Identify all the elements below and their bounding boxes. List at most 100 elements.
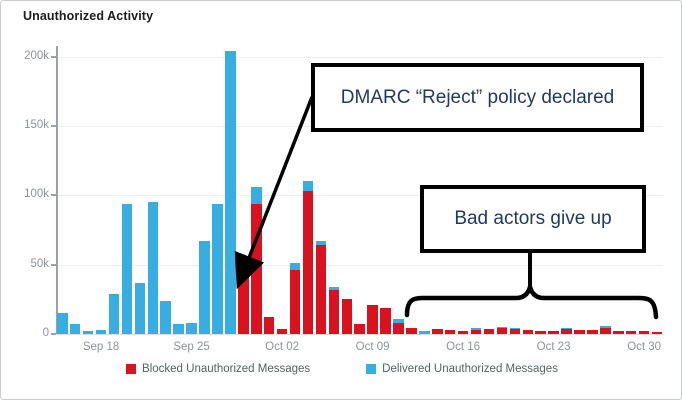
x-axis-label: Sep 25 bbox=[173, 341, 210, 353]
bar-oct-30 bbox=[638, 331, 650, 334]
delivered-segment bbox=[186, 322, 197, 334]
blocked-segment bbox=[354, 324, 365, 334]
bar-oct-08 bbox=[354, 324, 365, 334]
bar-oct-01 bbox=[263, 317, 275, 334]
gridline bbox=[56, 56, 663, 58]
delivered-segment bbox=[328, 286, 340, 290]
y-axis-line bbox=[56, 46, 58, 334]
bar-oct-15 bbox=[444, 329, 456, 334]
y-axis-label: 200k bbox=[24, 49, 49, 62]
bar-sep-19 bbox=[108, 293, 120, 334]
blocked-segment bbox=[574, 329, 585, 334]
delivered-segment bbox=[289, 263, 301, 271]
annotation-bad-actors-box: Bad actors give up bbox=[420, 185, 646, 253]
blocked-segment bbox=[561, 329, 572, 334]
legend-item-delivered[interactable]: Delivered Unauthorized Messages bbox=[366, 363, 558, 375]
delivered-segment bbox=[470, 328, 482, 330]
delivered-segment bbox=[147, 202, 159, 334]
y-axis-tick bbox=[51, 194, 56, 197]
y-axis-tick bbox=[51, 55, 56, 58]
bar-oct-05 bbox=[315, 241, 327, 334]
blocked-segment bbox=[600, 327, 611, 334]
blocked-segment bbox=[393, 322, 404, 334]
blocked-segment bbox=[444, 329, 456, 334]
blocked-segment bbox=[613, 330, 624, 334]
delivered-segment bbox=[509, 327, 521, 330]
gridline bbox=[56, 264, 663, 266]
legend-label-blocked: Blocked Unauthorized Messages bbox=[142, 363, 311, 375]
bar-oct-12 bbox=[406, 327, 417, 334]
annotation-dmarc-box: DMARC “Reject” policy declared bbox=[311, 63, 644, 132]
blocked-segment bbox=[302, 191, 314, 334]
bar-oct-25 bbox=[574, 329, 585, 334]
legend-label-delivered: Delivered Unauthorized Messages bbox=[382, 363, 558, 375]
blocked-segment bbox=[625, 331, 637, 334]
y-axis-tick bbox=[51, 125, 56, 128]
blocked-segment bbox=[328, 289, 340, 334]
blocked-segment bbox=[238, 277, 249, 334]
bar-oct-20 bbox=[509, 327, 521, 334]
delivered-series-swatch bbox=[366, 364, 377, 374]
y-axis-tick bbox=[51, 263, 56, 266]
x-axis-label: Oct 16 bbox=[446, 341, 481, 353]
bar-oct-13 bbox=[419, 330, 430, 334]
gridline bbox=[56, 334, 663, 335]
y-axis-tick bbox=[51, 333, 56, 335]
blocked-segment bbox=[522, 329, 534, 334]
bar-oct-04 bbox=[302, 181, 314, 334]
bar-oct-26 bbox=[587, 329, 598, 334]
bar-sep-30 bbox=[251, 187, 262, 334]
delivered-segment bbox=[199, 241, 210, 334]
bar-oct-24 bbox=[561, 327, 572, 334]
legend-item-blocked[interactable]: Blocked Unauthorized Messages bbox=[126, 363, 310, 375]
x-axis-label: Oct 30 bbox=[627, 341, 662, 353]
bar-sep-23 bbox=[160, 300, 171, 334]
bar-oct-28 bbox=[613, 330, 624, 334]
delivered-segment bbox=[212, 203, 223, 334]
bar-sep-17 bbox=[82, 331, 94, 334]
bar-oct-07 bbox=[341, 299, 352, 334]
bar-oct-11 bbox=[393, 318, 404, 334]
blocked-series-swatch bbox=[126, 364, 137, 374]
delivered-segment bbox=[225, 51, 236, 334]
bar-oct-10 bbox=[380, 307, 391, 334]
blocked-segment bbox=[638, 331, 650, 334]
annotation-dmarc-text: DMARC “Reject” policy declared bbox=[340, 86, 615, 108]
y-axis-label: 50k bbox=[30, 257, 49, 270]
delivered-segment bbox=[69, 324, 81, 334]
bar-oct-09 bbox=[367, 304, 378, 334]
bar-sep-24 bbox=[173, 324, 184, 334]
delivered-segment bbox=[173, 324, 184, 334]
delivered-segment bbox=[108, 293, 120, 334]
bar-sep-25 bbox=[186, 322, 197, 334]
bar-sep-28 bbox=[225, 51, 236, 334]
delivered-segment bbox=[160, 300, 171, 334]
bar-oct-19 bbox=[496, 327, 508, 334]
blocked-segment bbox=[276, 329, 288, 334]
x-axis-label: Oct 09 bbox=[355, 341, 390, 353]
bar-oct-22 bbox=[535, 330, 546, 334]
chart-title: Unauthorized Activity bbox=[23, 9, 154, 23]
blocked-segment bbox=[457, 330, 469, 334]
bar-oct-02 bbox=[276, 329, 288, 334]
blocked-segment bbox=[470, 329, 482, 334]
delivered-segment bbox=[302, 181, 314, 192]
x-axis-label: Oct 02 bbox=[265, 341, 300, 353]
bar-oct-18 bbox=[483, 329, 495, 334]
blocked-segment bbox=[483, 329, 495, 334]
blocked-segment bbox=[406, 327, 417, 334]
bar-oct-03 bbox=[289, 263, 301, 334]
bar-oct-23 bbox=[548, 331, 559, 334]
blocked-segment bbox=[315, 245, 327, 334]
delivered-segment bbox=[251, 187, 262, 204]
bar-oct-17 bbox=[470, 328, 482, 334]
bar-sep-26 bbox=[199, 241, 210, 334]
delivered-segment bbox=[419, 330, 430, 334]
bar-oct-06 bbox=[328, 286, 340, 334]
delivered-segment bbox=[496, 327, 508, 329]
delivered-segment bbox=[600, 326, 611, 328]
blocked-segment bbox=[496, 328, 508, 334]
bar-sep-15 bbox=[57, 312, 68, 334]
bar-sep-16 bbox=[69, 324, 81, 334]
delivered-segment bbox=[134, 282, 146, 334]
